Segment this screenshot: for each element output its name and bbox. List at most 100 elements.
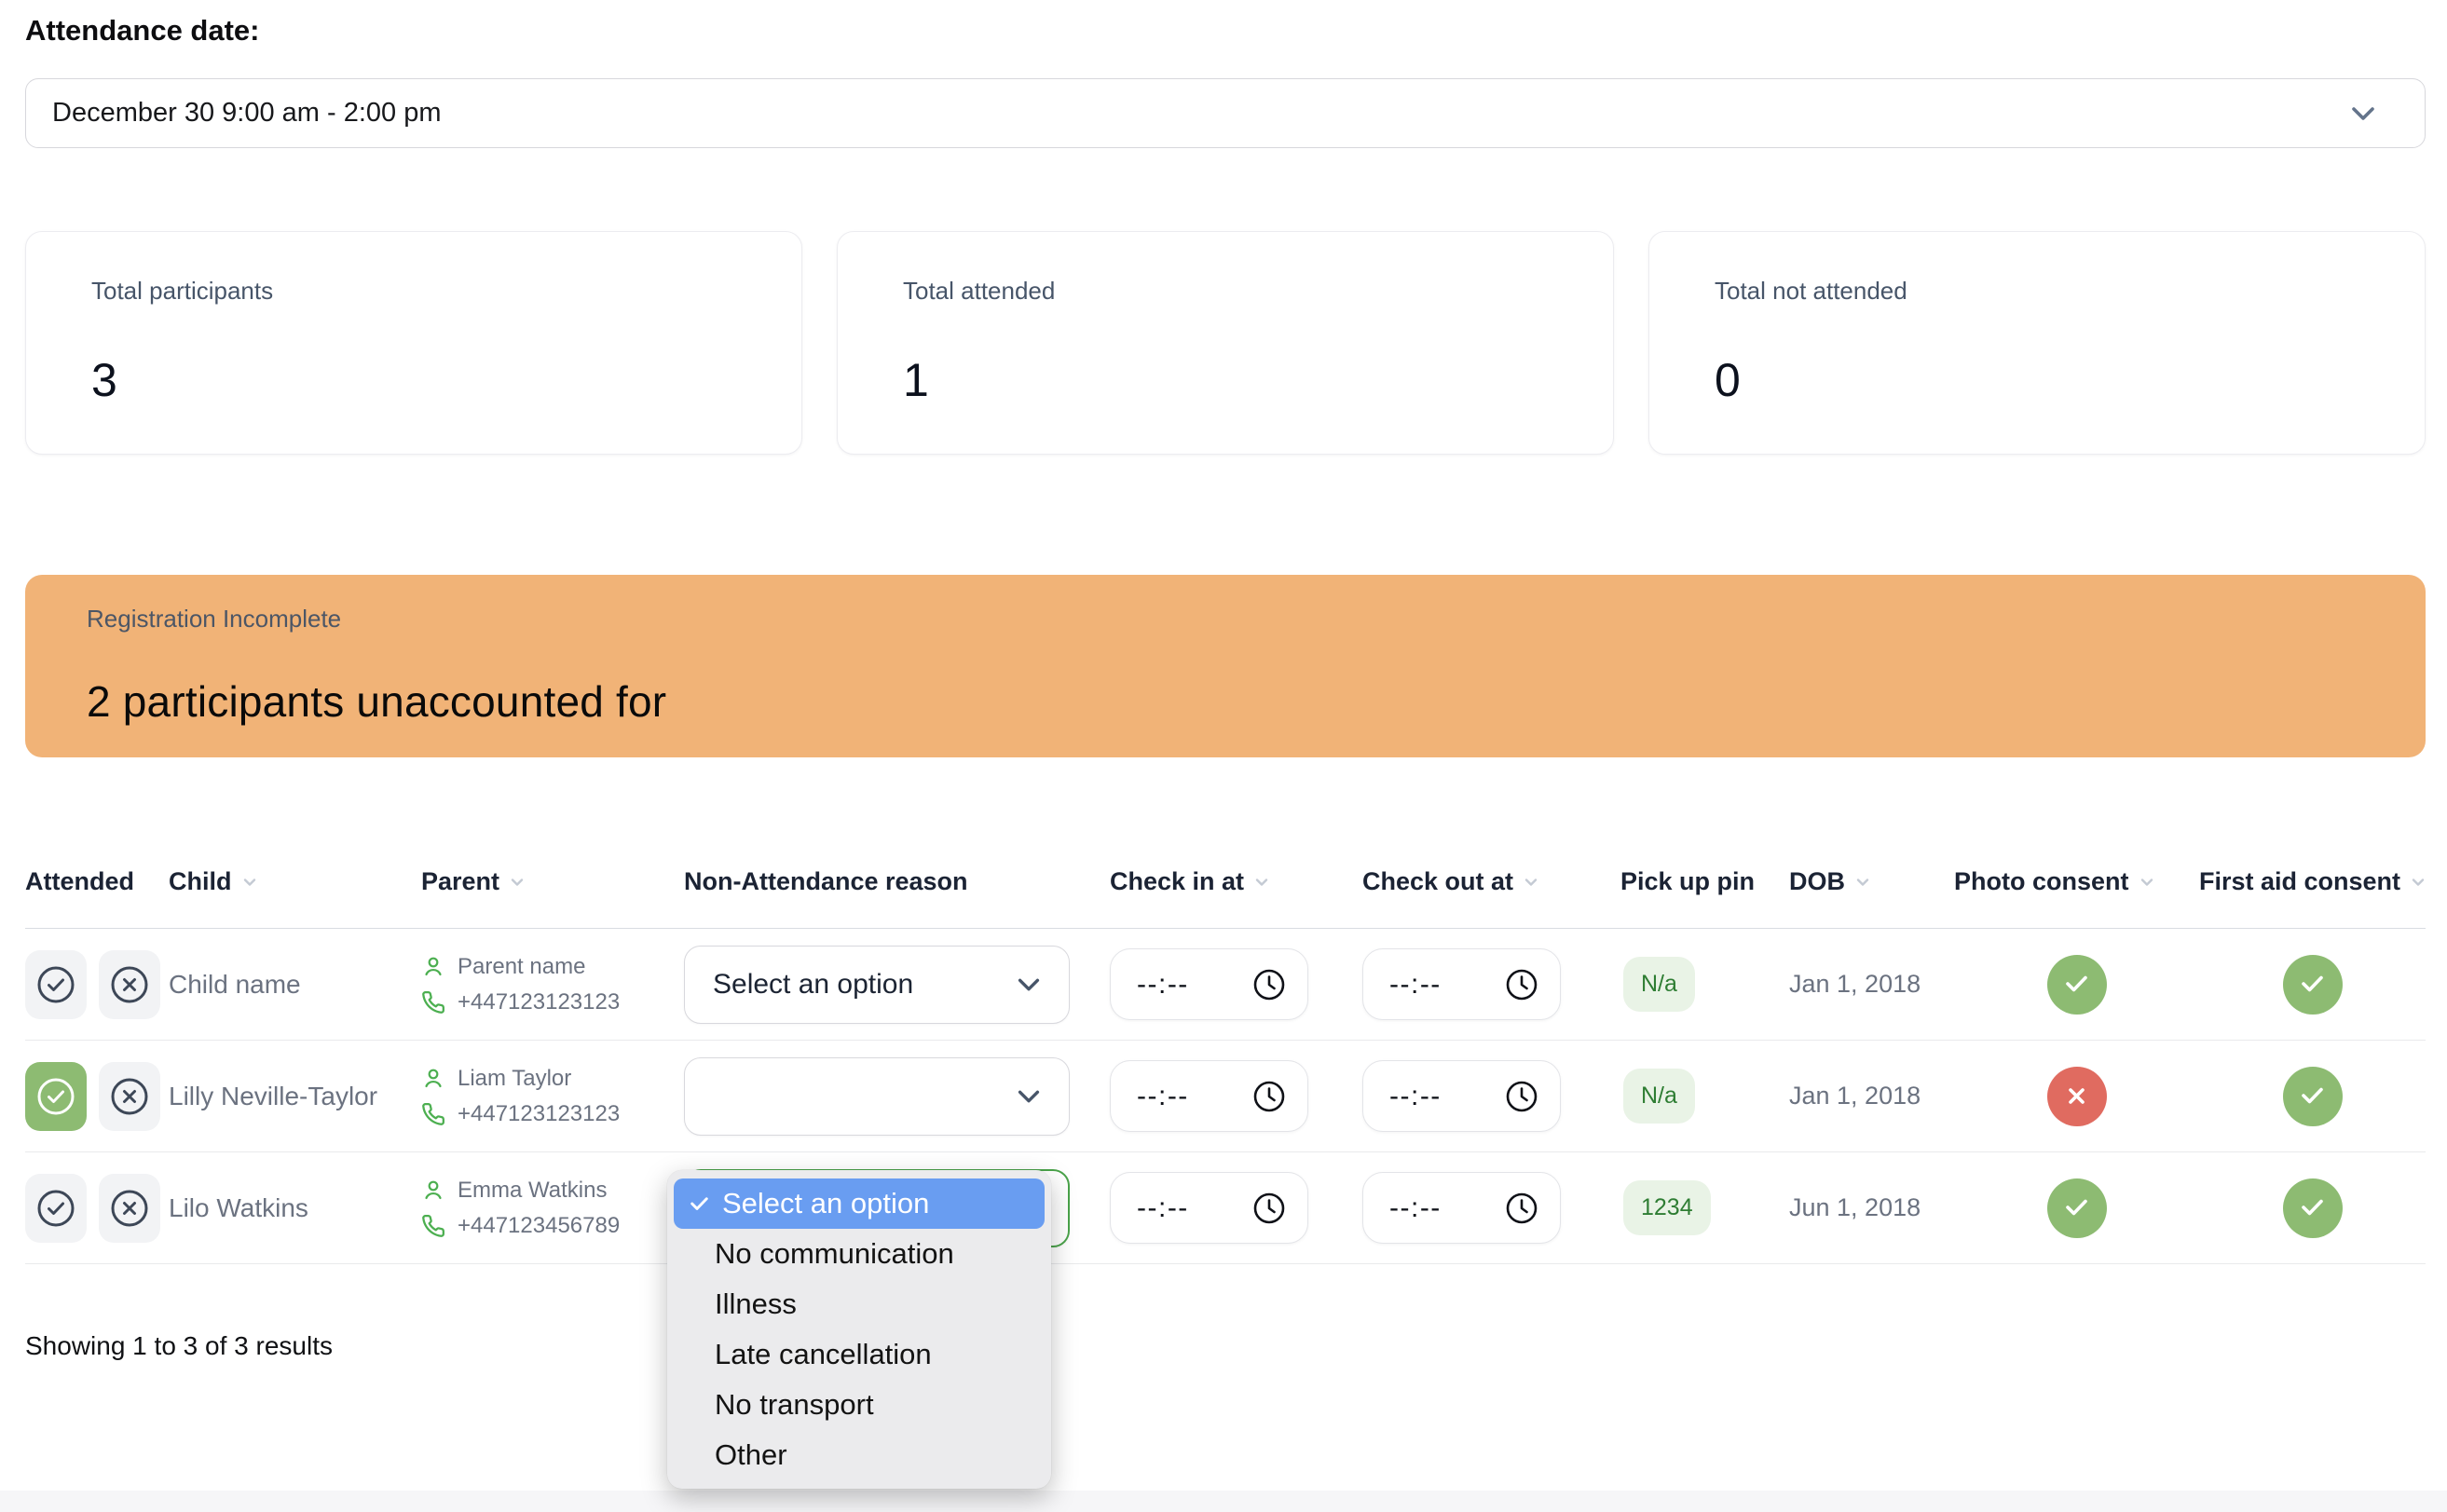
attendance-date-value: December 30 9:00 am - 2:00 pm [52, 98, 442, 128]
table-header: Attended Child Parent Non-Attendance rea… [25, 836, 2426, 929]
dropdown-option[interactable]: Other [715, 1438, 787, 1471]
stat-value: 0 [1715, 354, 1741, 406]
parent-name: Liam Taylor [458, 1065, 572, 1091]
sort-chevron-icon [508, 869, 526, 898]
stats-row: Total participants 3 Total attended 1 To… [25, 231, 2426, 455]
check-in-time-input[interactable]: --:-- [1110, 1060, 1308, 1132]
column-header-pick-up-pin: Pick up pin [1620, 867, 1756, 895]
parent-phone: +447123456789 [458, 1212, 621, 1238]
stat-card-total-participants: Total participants 3 [25, 231, 802, 455]
time-value: --:-- [1389, 968, 1442, 1000]
chevron-down-icon [1013, 1082, 1045, 1111]
sort-chevron-icon [2138, 869, 2156, 898]
stat-value: 1 [903, 354, 929, 406]
pickup-pin-badge: N/a [1623, 1069, 1695, 1124]
reason-value: Select an option [713, 968, 914, 1000]
mark-not-attended-button[interactable] [99, 1173, 160, 1243]
person-icon [421, 955, 445, 979]
table-row: Lilly Neville-Taylor Liam Taylor +447123… [25, 1041, 2426, 1152]
photo-consent-indicator [2046, 1066, 2107, 1126]
photo-consent-indicator [2046, 1178, 2107, 1238]
clock-icon [1504, 1079, 1539, 1114]
column-header-attended: Attended [25, 867, 134, 895]
check-in-time-input[interactable]: --:-- [1110, 1172, 1308, 1244]
sort-chevron-icon [240, 869, 259, 898]
clock-icon [1504, 967, 1539, 1002]
parent-cell: Liam Taylor +447123123123 [421, 1066, 684, 1127]
registration-incomplete-banner: Registration Incomplete 2 participants u… [25, 575, 2426, 757]
time-value: --:-- [1137, 968, 1189, 1000]
mark-not-attended-button[interactable] [99, 949, 160, 1019]
time-value: --:-- [1389, 1080, 1442, 1111]
child-name: Lilly Neville-Taylor [169, 1081, 378, 1110]
parent-phone: +447123123123 [458, 988, 621, 1015]
parent-name: Emma Watkins [458, 1177, 608, 1203]
person-icon [421, 1178, 445, 1203]
column-header-child[interactable]: Child [169, 865, 421, 898]
parent-phone: +447123123123 [458, 1100, 621, 1126]
pickup-pin-badge: 1234 [1623, 1180, 1711, 1235]
sort-chevron-icon [1252, 869, 1271, 898]
column-header-parent[interactable]: Parent [421, 865, 684, 898]
banner-label: Registration Incomplete [87, 605, 342, 633]
check-out-time-input[interactable]: --:-- [1362, 1172, 1561, 1244]
clock-icon [1504, 1191, 1539, 1226]
first-aid-consent-indicator [2282, 1066, 2343, 1126]
sort-chevron-icon [1522, 869, 1540, 898]
check-out-time-input[interactable]: --:-- [1362, 1060, 1561, 1132]
time-value: --:-- [1389, 1192, 1442, 1223]
phone-icon [421, 990, 445, 1015]
table-row: Lilo Watkins Emma Watkins +447123456789 … [25, 1152, 2426, 1264]
mark-attended-button[interactable] [25, 949, 87, 1019]
column-header-photo-consent[interactable]: Photo consent [1954, 865, 2199, 898]
dropdown-option[interactable]: Illness [715, 1287, 797, 1320]
reason-dropdown-menu: Select an option No communication Illnes… [667, 1170, 1051, 1489]
bottom-edge [0, 1491, 2447, 1512]
stat-value: 3 [91, 354, 117, 406]
check-in-time-input[interactable]: --:-- [1110, 948, 1308, 1020]
column-header-check-in-at[interactable]: Check in at [1110, 865, 1362, 898]
sort-chevron-icon [1853, 869, 1872, 898]
clock-icon [1251, 967, 1287, 1002]
parent-cell: Parent name +447123123123 [421, 954, 684, 1015]
mark-attended-button[interactable] [25, 1061, 87, 1131]
dob-value: Jan 1, 2018 [1789, 1082, 1921, 1110]
phone-icon [421, 1214, 445, 1238]
clock-icon [1251, 1079, 1287, 1114]
mark-not-attended-button[interactable] [99, 1061, 160, 1131]
stat-card-total-attended: Total attended 1 [837, 231, 1614, 455]
dropdown-option-selected[interactable]: Select an option [674, 1178, 1045, 1229]
stat-card-total-not-attended: Total not attended 0 [1648, 231, 2426, 455]
column-header-first-aid-consent[interactable]: First aid consent [2199, 865, 2426, 898]
chevron-down-icon [2346, 98, 2380, 129]
dropdown-option[interactable]: No transport [715, 1388, 874, 1421]
phone-icon [421, 1102, 445, 1126]
stat-label: Total not attended [1715, 277, 1907, 305]
dropdown-option[interactable]: Late cancellation [715, 1338, 932, 1370]
first-aid-consent-indicator [2282, 954, 2343, 1015]
mark-attended-button[interactable] [25, 1173, 87, 1243]
child-name: Child name [169, 969, 301, 999]
non-attendance-reason-select[interactable]: Select an option [684, 945, 1070, 1024]
parent-cell: Emma Watkins +447123456789 [421, 1178, 684, 1239]
dob-value: Jun 1, 2018 [1789, 1193, 1921, 1221]
photo-consent-indicator [2046, 954, 2107, 1015]
pickup-pin-badge: N/a [1623, 957, 1695, 1012]
time-value: --:-- [1137, 1080, 1189, 1111]
check-out-time-input[interactable]: --:-- [1362, 948, 1561, 1020]
check-icon [687, 1192, 712, 1217]
time-value: --:-- [1137, 1192, 1189, 1223]
attendance-date-select[interactable]: December 30 9:00 am - 2:00 pm [25, 78, 2426, 148]
person-icon [421, 1067, 445, 1091]
results-count: Showing 1 to 3 of 3 results [25, 1331, 333, 1360]
column-header-dob[interactable]: DOB [1789, 865, 1954, 898]
non-attendance-reason-select[interactable] [684, 1056, 1070, 1136]
chevron-down-icon [1013, 970, 1045, 1000]
child-name: Lilo Watkins [169, 1192, 308, 1222]
sort-chevron-icon [2409, 869, 2427, 898]
column-header-check-out-at[interactable]: Check out at [1362, 865, 1620, 898]
banner-message: 2 participants unaccounted for [87, 677, 667, 726]
page-title: Attendance date: [25, 14, 260, 47]
dropdown-option[interactable]: No communication [715, 1237, 954, 1270]
